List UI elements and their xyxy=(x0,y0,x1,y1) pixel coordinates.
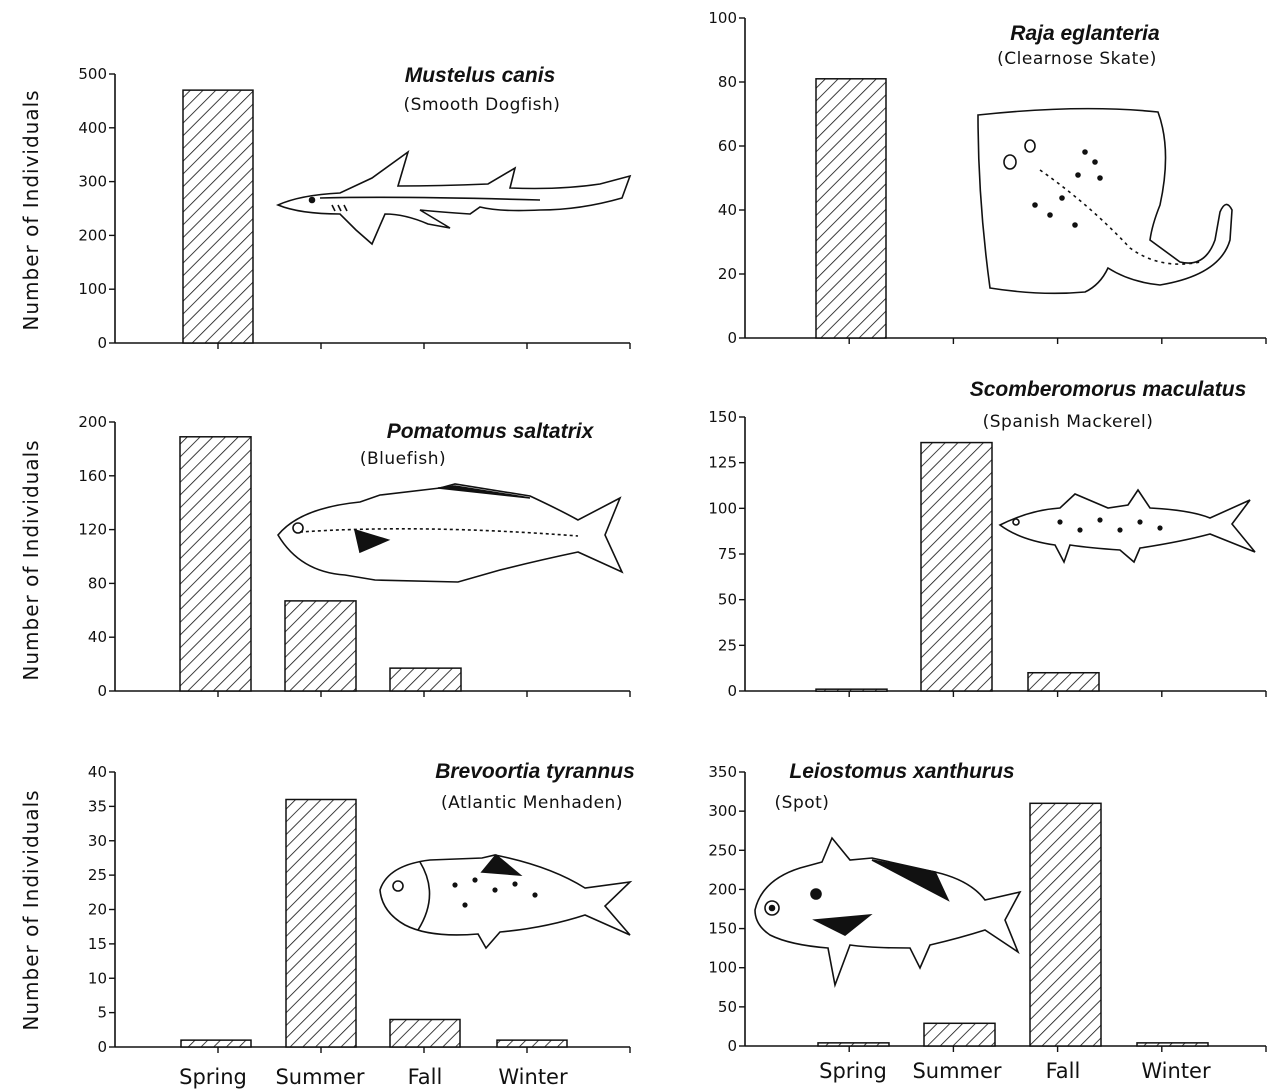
y-tick-label: 200 xyxy=(78,226,107,244)
bar-fall xyxy=(389,1018,461,1048)
y-tick-label: 5 xyxy=(97,1004,107,1022)
y-tick-label: 0 xyxy=(727,1037,737,1055)
y-tick-label: 100 xyxy=(78,280,107,298)
y-tick-label: 100 xyxy=(708,959,737,977)
species-name: Mustelus canis xyxy=(405,64,556,87)
y-tick-label: 160 xyxy=(78,467,107,485)
common-name: (Atlantic Menhaden) xyxy=(441,793,623,813)
bar-fall xyxy=(1027,671,1100,692)
y-tick-label: 0 xyxy=(97,682,107,700)
y-tick-label: 0 xyxy=(727,682,737,700)
y-tick-label: 15 xyxy=(88,935,107,953)
panel-leiostomus-xanthurus: 0 50 100 150 200 250 300 350 Leiostomus xanthur… xyxy=(708,760,1267,1055)
skate-illustration xyxy=(977,107,1233,295)
y-tick-label: 200 xyxy=(708,880,737,898)
bar-spring xyxy=(815,78,887,339)
bar-spring xyxy=(179,436,252,692)
common-name: (Bluefish) xyxy=(360,449,446,469)
y-tick-label: 60 xyxy=(718,137,737,155)
common-name: (Smooth Dogfish) xyxy=(404,95,561,115)
panel-pomatomus-saltatrix: Number of Individuals 0 40 80 120 160 200 Pom… xyxy=(19,413,631,700)
y-tick-label: 35 xyxy=(88,797,107,815)
y-axis-label: Number of Individuals xyxy=(19,789,43,1030)
species-name: Pomatomus saltatrix xyxy=(387,420,595,443)
x-tick-label-spring: Spring xyxy=(819,1059,887,1083)
dogfish-illustration xyxy=(275,149,632,246)
bar-spring xyxy=(815,688,888,692)
y-tick-label: 150 xyxy=(708,920,737,938)
y-tick-label: 80 xyxy=(718,73,737,91)
y-tick-label: 10 xyxy=(88,969,107,987)
bar-winter xyxy=(496,1039,568,1048)
x-category-labels-left: Spring Summer Fall Winter xyxy=(179,1065,568,1089)
y-tick-label: 40 xyxy=(88,628,107,646)
y-tick-label: 75 xyxy=(718,545,737,563)
y-tick-label: 300 xyxy=(708,802,737,820)
y-tick-label: 50 xyxy=(718,998,737,1016)
x-tick-label-summer: Summer xyxy=(912,1059,1001,1083)
y-tick-label: 150 xyxy=(708,408,737,426)
menhaden-illustration xyxy=(379,853,633,950)
y-tick-label: 0 xyxy=(727,329,737,347)
bar-spring xyxy=(182,89,254,344)
mackerel-illustration xyxy=(998,488,1256,564)
x-tick-label-fall: Fall xyxy=(1046,1059,1081,1083)
bar-fall xyxy=(1029,802,1102,1047)
bar-spring xyxy=(817,1042,890,1047)
x-tick-label-summer: Summer xyxy=(275,1065,364,1089)
y-tick-label: 50 xyxy=(718,591,737,609)
y-tick-label: 80 xyxy=(88,574,107,592)
x-tick-label-winter: Winter xyxy=(1141,1059,1211,1083)
panel-mustelus-canis: Number of Individuals 0 100 200 300 400 500 M… xyxy=(19,64,632,352)
y-tick-label: 30 xyxy=(88,832,107,850)
panel-raja-eglanteria: 0 20 40 60 80 100 Raja eglanteria (Clearnose … xyxy=(708,9,1267,347)
bar-summer xyxy=(284,600,357,692)
common-name: (Clearnose Skate) xyxy=(997,49,1157,69)
x-tick-label-spring: Spring xyxy=(179,1065,247,1089)
bar-winter xyxy=(1136,1042,1209,1047)
y-tick-label: 125 xyxy=(708,454,737,472)
y-tick-label: 40 xyxy=(88,763,107,781)
bar-summer xyxy=(920,441,993,692)
common-name: (Spanish Mackerel) xyxy=(983,412,1154,432)
y-tick-label: 20 xyxy=(88,901,107,919)
species-name: Scomberomorus maculatus xyxy=(970,378,1247,401)
y-tick-label: 100 xyxy=(708,9,737,27)
bar-spring xyxy=(180,1039,252,1048)
x-tick-label-winter: Winter xyxy=(498,1065,568,1089)
bar-fall xyxy=(389,667,462,692)
y-axis-label: Number of Individuals xyxy=(19,89,43,330)
species-name: Leiostomus xanthurus xyxy=(789,760,1014,783)
y-tick-label: 100 xyxy=(708,499,737,517)
y-axis-label: Number of Individuals xyxy=(19,439,43,680)
bar-summer xyxy=(923,1022,996,1047)
x-tick-label-fall: Fall xyxy=(408,1065,443,1089)
y-tick-label: 0 xyxy=(97,1038,107,1056)
bar-summer xyxy=(285,798,357,1048)
y-tick-label: 25 xyxy=(88,866,107,884)
y-tick-label: 250 xyxy=(708,841,737,859)
panel-scomberomorus-maculatus: 0 25 50 75 100 125 150 Scomberomorus maculatus… xyxy=(708,378,1267,700)
x-category-labels-right: Spring Summer Fall Winter xyxy=(819,1059,1211,1083)
y-tick-label: 0 xyxy=(97,334,107,352)
y-tick-label: 25 xyxy=(718,636,737,654)
y-tick-label: 300 xyxy=(78,173,107,191)
y-tick-label: 120 xyxy=(78,521,107,539)
y-tick-label: 500 xyxy=(78,65,107,83)
y-tick-label: 400 xyxy=(78,119,107,137)
bluefish-illustration xyxy=(277,483,624,583)
y-tick-label: 200 xyxy=(78,413,107,431)
y-tick-label: 350 xyxy=(708,763,737,781)
spot-illustration xyxy=(754,836,1022,988)
common-name: (Spot) xyxy=(775,793,830,813)
y-tick-label: 40 xyxy=(718,201,737,219)
species-name: Brevoortia tyrannus xyxy=(435,760,635,783)
y-tick-label: 20 xyxy=(718,265,737,283)
panel-brevoortia-tyrannus: Number of Individuals 0 5 10 15 20 25 30 35 40 B… xyxy=(19,760,635,1056)
species-name: Raja eglanteria xyxy=(1010,22,1160,45)
